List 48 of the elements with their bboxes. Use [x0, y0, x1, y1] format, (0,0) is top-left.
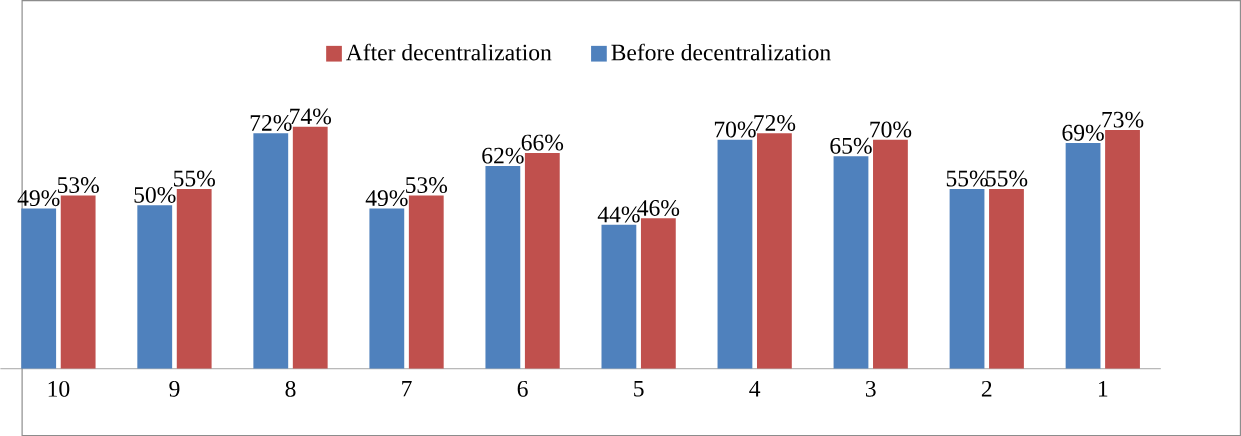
data-label: 50% [134, 186, 176, 203]
bar [756, 133, 792, 369]
x-tick-label: 5 [634, 380, 644, 397]
x-tick-label: 2 [981, 380, 992, 397]
data-label: 74% [290, 108, 332, 125]
bar [949, 188, 985, 369]
bar [1105, 130, 1140, 369]
data-label: 49% [365, 190, 408, 207]
data-label: 65% [830, 137, 872, 154]
x-tick-label: 7 [402, 380, 412, 397]
bar [601, 224, 637, 369]
bar [369, 208, 405, 369]
bar [408, 195, 444, 369]
bar [137, 205, 173, 369]
x-tick-label: 8 [285, 380, 296, 397]
x-tick-label: 1 [1098, 380, 1108, 397]
data-label: 53% [406, 177, 448, 194]
bar [640, 218, 676, 369]
data-label: 72% [250, 114, 292, 131]
x-tick-label: 6 [517, 380, 528, 397]
bar [873, 139, 908, 369]
bar [292, 126, 328, 369]
data-label: 72% [754, 114, 796, 131]
bar [60, 195, 96, 369]
data-label: 55% [986, 170, 1028, 187]
data-label: 53% [57, 177, 99, 194]
x-tick-label: 10 [48, 380, 70, 397]
data-label: 55% [173, 170, 215, 187]
bar [524, 152, 560, 369]
x-tick-label: 4 [749, 380, 761, 397]
data-label: 69% [1062, 124, 1104, 141]
data-label: 49% [17, 190, 60, 207]
bar [989, 188, 1024, 369]
bar [833, 156, 869, 369]
data-label: 70% [714, 121, 756, 138]
data-label: 70% [870, 121, 912, 138]
bar [21, 208, 57, 369]
bar [717, 139, 753, 369]
data-label: 73% [1102, 111, 1144, 128]
legend-label: Before decentralization [611, 43, 831, 61]
bar [176, 188, 212, 369]
data-label: 55% [946, 170, 988, 187]
bar [485, 165, 521, 369]
x-tick-label: 9 [169, 380, 180, 397]
bar [253, 133, 289, 369]
legend-label: After decentralization [346, 43, 552, 61]
x-tick-label: 3 [865, 380, 876, 397]
bar [1065, 143, 1101, 369]
